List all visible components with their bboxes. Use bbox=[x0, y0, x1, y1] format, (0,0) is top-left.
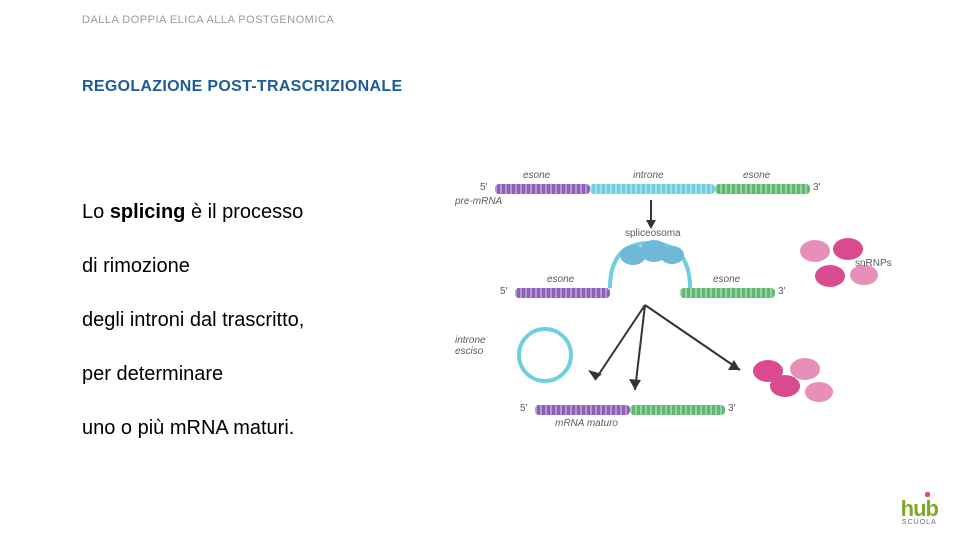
exon-label: esone bbox=[547, 274, 574, 285]
breadcrumb: DALLA DOPPIA ELICA ALLA POSTGENOMICA bbox=[82, 14, 334, 26]
snrnp-blob-icon bbox=[815, 265, 845, 287]
text-line-2: di rimozione bbox=[82, 239, 392, 293]
five-prime-label: 5' bbox=[500, 286, 507, 297]
text-line-1: Lo splicing è il processo bbox=[82, 185, 392, 239]
excised-intron-icon bbox=[510, 315, 580, 395]
exon-label: esone bbox=[713, 274, 740, 285]
exon-segment bbox=[680, 288, 775, 298]
mature-mrna-label: mRNA maturo bbox=[555, 418, 618, 429]
intron-segment bbox=[590, 184, 715, 194]
exon-segment bbox=[495, 184, 590, 194]
snrnp-blob-icon bbox=[770, 375, 800, 397]
three-prime-label: 3' bbox=[728, 403, 735, 414]
text-fragment: è il processo bbox=[185, 201, 303, 223]
text-fragment: Lo bbox=[82, 201, 110, 223]
five-prime-label: 5' bbox=[520, 403, 527, 414]
snrnp-blob-icon bbox=[800, 240, 830, 262]
snrnp-blob-icon bbox=[833, 238, 863, 260]
exon-segment bbox=[715, 184, 810, 194]
arrow-line bbox=[650, 200, 652, 220]
exon-segment bbox=[630, 405, 725, 415]
five-prime-label: 5' bbox=[480, 182, 487, 193]
text-line-4: per determinare bbox=[82, 347, 392, 401]
splicing-diagram: 5' 3' esone introne esone pre-mRNA splic… bbox=[455, 170, 895, 430]
logo-main: hub bbox=[901, 499, 938, 519]
exon-segment bbox=[535, 405, 630, 415]
three-prime-label: 3' bbox=[778, 286, 785, 297]
exon-label: esone bbox=[743, 170, 770, 181]
body-text: Lo splicing è il processo di rimozione d… bbox=[82, 185, 392, 455]
exon-label: esone bbox=[523, 170, 550, 181]
three-prime-label: 3' bbox=[813, 182, 820, 193]
snrnps-label: snRNPs bbox=[855, 258, 892, 269]
snrnp-blob-icon bbox=[805, 382, 833, 402]
text-line-5: uno o più mRNA maturi. bbox=[82, 401, 392, 455]
text-line-3: degli introni dal trascritto, bbox=[82, 293, 392, 347]
hub-scuola-logo: hub SCUOLA bbox=[901, 499, 938, 526]
excised-intron-label: introne esciso bbox=[455, 335, 486, 357]
text-bold: splicing bbox=[110, 201, 186, 223]
intron-label: introne bbox=[633, 170, 664, 181]
page-title: REGOLAZIONE POST-TRASCRIZIONALE bbox=[82, 78, 402, 96]
pre-mrna-label: pre-mRNA bbox=[455, 196, 502, 207]
spliceosome-blob-icon bbox=[660, 246, 684, 264]
exon-segment bbox=[515, 288, 610, 298]
